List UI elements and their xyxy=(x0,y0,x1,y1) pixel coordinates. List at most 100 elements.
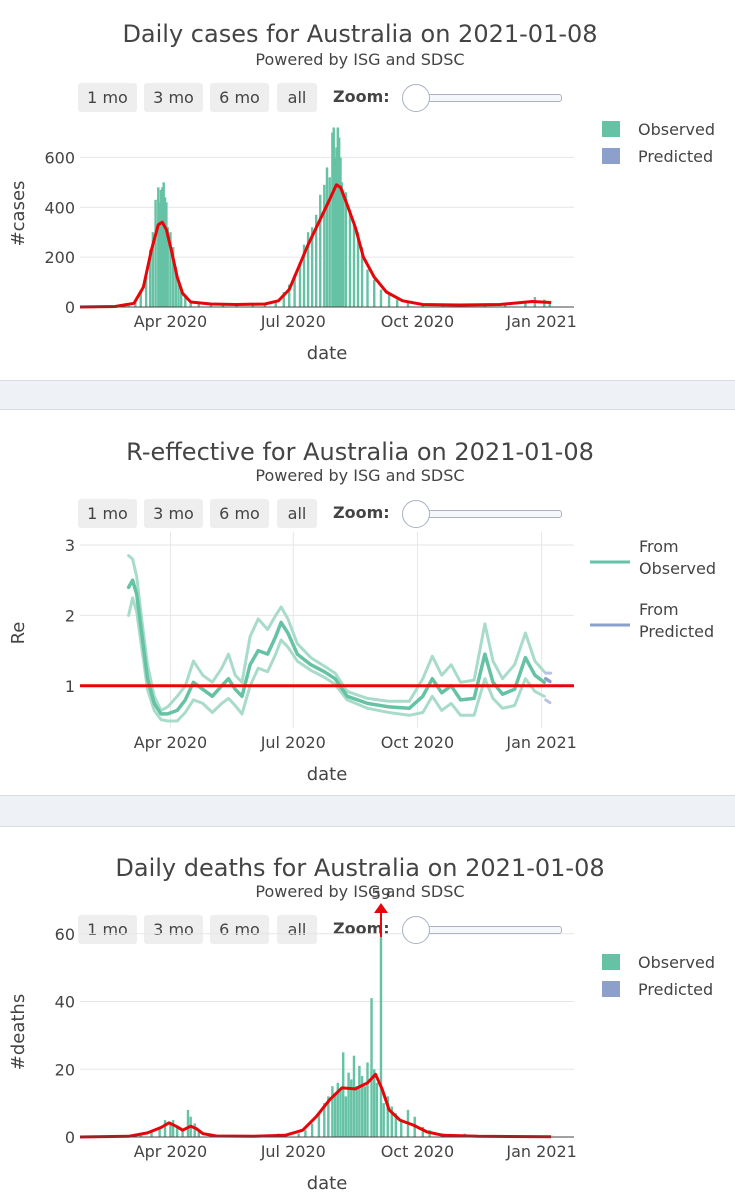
observed-bar-7 xyxy=(157,187,160,307)
observed-bar-14 xyxy=(166,227,169,307)
observed-bar-56 xyxy=(373,279,376,307)
observed-bar-52 xyxy=(352,224,356,307)
x-tick-label-0: Apr 2020 xyxy=(134,312,207,331)
y-tick-label-0: 0 xyxy=(65,1128,75,1147)
observed-bar-50 xyxy=(344,192,348,307)
observed-bar-34 xyxy=(306,232,310,307)
observed-upper-band-line xyxy=(127,554,546,712)
observed-bar-60 xyxy=(406,302,410,307)
y-tick-label-1: 20 xyxy=(55,1060,75,1079)
observed-bar-31 xyxy=(293,274,296,307)
x-tick-label-0: Apr 2020 xyxy=(134,733,207,752)
cases-range-1mo-button[interactable]: 1 mo xyxy=(78,83,137,112)
cases-title: Daily cases for Australia on 2021-01-08 xyxy=(122,20,598,48)
observed-bar-10 xyxy=(193,1123,196,1137)
deaths-zoom-slider-knob[interactable] xyxy=(402,916,430,944)
y-tick-label-0: 1 xyxy=(65,677,75,696)
observed-bar-40 xyxy=(328,177,331,307)
y-tick-label-2: 40 xyxy=(55,993,75,1012)
observed-bar-15 xyxy=(304,1130,307,1137)
observed-bar-18 xyxy=(323,1103,326,1137)
observed-bar-9 xyxy=(159,189,163,307)
observed-bar-42 xyxy=(332,127,335,307)
observed-bar-41 xyxy=(394,1113,398,1137)
from-predicted-line xyxy=(543,676,553,685)
deaths-zoom-slider-track[interactable] xyxy=(410,926,562,934)
legend-label-0: Observed xyxy=(638,120,715,139)
observed-bar-65 xyxy=(503,305,507,307)
observed-bar-21 xyxy=(189,300,192,307)
observed-bar-37 xyxy=(319,194,322,307)
x-tick-label-1: Jul 2020 xyxy=(260,733,326,752)
re-range-3mo-button[interactable]: 3 mo xyxy=(144,499,203,528)
observed-bar-1 xyxy=(150,1130,153,1137)
cases-range-6mo-button[interactable]: 6 mo xyxy=(210,83,269,112)
observed-bar-30 xyxy=(358,1065,361,1137)
deaths-chart: 0 20 40 60 Apr 2020 Jul 2020 Oct 2020 Jan 2021 d… xyxy=(8,885,715,1194)
observed-bar-5 xyxy=(151,232,155,307)
observed-bar-19 xyxy=(180,287,183,307)
observed-bar-13 xyxy=(165,202,168,307)
observed-bar-11 xyxy=(162,182,165,307)
observed-bar-39 xyxy=(386,1096,389,1137)
observed-bar-54 xyxy=(360,247,364,307)
x-tick-label-2: Oct 2020 xyxy=(381,1142,454,1161)
observed-bar-39 xyxy=(325,167,329,307)
x-tick-label-3: Jan 2021 xyxy=(505,733,576,752)
re-zoom-label: Zoom: xyxy=(333,503,390,522)
re-subtitle: Powered by ISG and SDSC xyxy=(255,466,465,485)
observed-bar-49 xyxy=(341,189,345,307)
y-tick-label-0: 0 xyxy=(65,298,75,317)
observed-bar-59 xyxy=(395,299,399,307)
y-axis-title: #deaths xyxy=(8,994,29,1070)
observed-bar-12 xyxy=(163,197,167,307)
observed-bar-14 xyxy=(297,1133,300,1137)
observed-bar-32 xyxy=(363,1086,367,1137)
annotation-arrow-head xyxy=(373,903,388,913)
observed-bar-18 xyxy=(177,279,180,307)
y-tick-label-1: 200 xyxy=(44,248,75,267)
observed-bar-43 xyxy=(333,157,337,307)
observed-bar-25 xyxy=(344,1096,348,1137)
observed-bar-20 xyxy=(331,1086,334,1137)
observed-bar-36 xyxy=(314,214,318,307)
y-axis-title: Re xyxy=(8,622,29,645)
observed-bar-8 xyxy=(158,202,161,307)
re-range-all-button[interactable]: all xyxy=(277,499,317,528)
observed-lower-band-line xyxy=(127,596,546,723)
legend-swatch-1 xyxy=(602,148,620,164)
cases-range-all-button[interactable]: all xyxy=(277,83,317,112)
observed-bar-21 xyxy=(333,1092,337,1137)
observed-bar-45 xyxy=(336,127,340,307)
observed-bar-45 xyxy=(421,1126,425,1137)
x-tick-label-1: Jul 2020 xyxy=(260,1142,326,1161)
observed-bar-47 xyxy=(339,157,342,307)
observed-bar-26 xyxy=(251,305,254,307)
observed-bar-17 xyxy=(174,267,178,307)
observed-bar-22 xyxy=(336,1082,340,1137)
observed-bar-53 xyxy=(356,232,360,307)
observed-bar-51 xyxy=(348,209,352,307)
observed-bar-32 xyxy=(298,262,302,307)
observed-bar-29 xyxy=(282,292,286,307)
re-range-1mo-button[interactable]: 1 mo xyxy=(78,499,137,528)
legend-label-1: Predicted xyxy=(638,147,713,166)
cases-zoom-slider-knob[interactable] xyxy=(402,84,430,112)
re-zoom-slider-knob[interactable] xyxy=(402,500,430,528)
legend-label-0: Observed xyxy=(638,953,715,972)
cases-range-3mo-button[interactable]: 3 mo xyxy=(144,83,203,112)
trend-line xyxy=(79,183,552,309)
cases-zoom-label: Zoom: xyxy=(333,87,390,106)
re-range-6mo-button[interactable]: 6 mo xyxy=(210,499,269,528)
observed-bar-35 xyxy=(310,227,314,307)
x-tick-label-3: Jan 2021 xyxy=(505,312,576,331)
observed-bar-37 xyxy=(379,937,383,1137)
observed-bar-19 xyxy=(327,1096,330,1137)
re-chart: 1 2 3 Apr 2020 Jul 2020 Oct 2020 Jan 2021 date R… xyxy=(8,532,716,785)
observed-bar-28 xyxy=(274,300,277,307)
predicted-lower-band-line xyxy=(544,698,553,705)
trend-line xyxy=(79,1072,552,1139)
deaths-range-1mo-button[interactable]: 1 mo xyxy=(78,915,137,944)
observed-bar-26 xyxy=(347,1072,350,1137)
observed-bar-1 xyxy=(134,302,137,307)
